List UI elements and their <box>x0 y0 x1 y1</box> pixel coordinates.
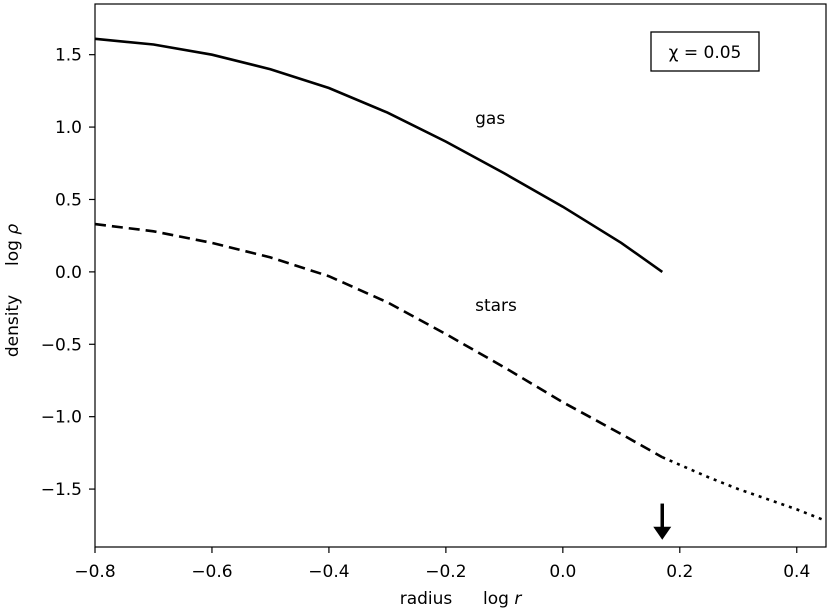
x-axis-ticks: −0.8 −0.6 −0.4 −0.2 0.0 0.2 0.4 <box>74 547 810 582</box>
x-axis-title: radius log r <box>400 589 523 609</box>
plot-lines <box>94 37 827 523</box>
y-tick-label: 0.0 <box>55 263 82 283</box>
curve-label-gas: gas <box>475 109 505 129</box>
x-tick-label: 0.2 <box>666 562 693 582</box>
y-axis-label: density <box>3 295 23 357</box>
y-tick-label: 0.5 <box>55 190 82 210</box>
series-line-dotted-extension <box>661 456 827 523</box>
arrow-marker <box>653 503 672 540</box>
curve-label-stars: stars <box>475 296 517 316</box>
y-tick-label: 1.5 <box>55 46 82 66</box>
series-line-stars <box>94 222 663 459</box>
x-axis-symbol: log r <box>483 589 522 609</box>
x-tick-label: −0.2 <box>425 562 466 582</box>
x-tick-label: 0.0 <box>549 562 576 582</box>
chi-legend-text: χ = 0.05 <box>669 43 742 63</box>
x-tick-label: −0.4 <box>308 562 349 582</box>
chi-legend-frame <box>650 31 760 72</box>
x-tick-label: 0.4 <box>783 562 810 582</box>
y-tick-label: −0.5 <box>41 335 82 355</box>
x-axis-label: radius <box>400 589 453 609</box>
y-axis-ticks: 1.5 1.0 0.5 0.0 −0.5 −1.0 −1.5 <box>41 46 95 500</box>
y-tick-label: 1.0 <box>55 118 82 138</box>
y-axis-title: density log ρ <box>3 224 23 358</box>
arrow-head <box>653 526 672 540</box>
plot-frame <box>94 3 827 548</box>
curve-labels: gas stars <box>475 109 517 316</box>
y-tick-label: −1.0 <box>41 408 82 428</box>
x-tick-label: −0.6 <box>191 562 232 582</box>
y-axis-symbol: log ρ <box>3 224 23 266</box>
y-tick-label: −1.5 <box>41 480 82 500</box>
chi-legend-box: χ = 0.05 <box>650 31 760 72</box>
series-line-gas <box>94 37 664 273</box>
x-tick-label: −0.8 <box>74 562 115 582</box>
